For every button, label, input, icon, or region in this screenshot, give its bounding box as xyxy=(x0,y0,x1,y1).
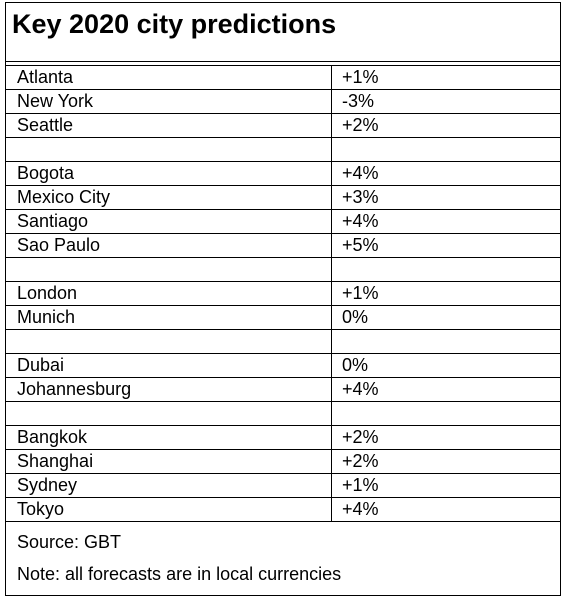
prediction-value-cell: +4% xyxy=(331,497,560,522)
table-row: Mexico City +3% xyxy=(6,185,560,210)
table-spacer-row xyxy=(6,401,560,426)
prediction-value-cell xyxy=(331,137,560,162)
predictions-card: Key 2020 city predictions Atlanta +1% New … xyxy=(5,2,561,596)
prediction-value-cell: +4% xyxy=(331,209,560,234)
table-row: Bangkok +2% xyxy=(6,425,560,450)
table-row: London +1% xyxy=(6,281,560,306)
city-name-cell: Mexico City xyxy=(6,185,332,210)
prediction-value-cell: 0% xyxy=(331,353,560,378)
note-text: Note: all forecasts are in local currenc… xyxy=(17,564,342,584)
table-spacer-row xyxy=(6,329,560,354)
table-spacer-row xyxy=(6,257,560,282)
city-name-cell: Johannesburg xyxy=(6,377,332,402)
city-name-cell xyxy=(6,401,332,426)
table-row: Sydney +1% xyxy=(6,473,560,498)
prediction-value-cell: +3% xyxy=(331,185,560,210)
prediction-value-cell: +4% xyxy=(331,161,560,186)
table-spacer-row xyxy=(6,137,560,162)
city-name-cell xyxy=(6,257,332,282)
city-name-cell: Shanghai xyxy=(6,449,332,474)
city-name-cell: Santiago xyxy=(6,209,332,234)
city-name-cell: Sydney xyxy=(6,473,332,498)
city-name-cell: Seattle xyxy=(6,113,332,138)
prediction-value-cell: +4% xyxy=(331,377,560,402)
table-row: Munich 0% xyxy=(6,305,560,330)
page-title: Key 2020 city predictions xyxy=(12,9,337,39)
city-name-cell: London xyxy=(6,281,332,306)
prediction-value-cell: +2% xyxy=(331,449,560,474)
prediction-value-cell: +1% xyxy=(331,473,560,498)
table-row: Bogota +4% xyxy=(6,161,560,186)
table-row: Sao Paulo +5% xyxy=(6,233,560,258)
table-row: Shanghai +2% xyxy=(6,449,560,474)
table-row: Santiago +4% xyxy=(6,209,560,234)
prediction-value-cell xyxy=(331,401,560,426)
prediction-value-cell: -3% xyxy=(331,89,560,114)
table-row: Tokyo +4% xyxy=(6,497,560,522)
city-name-cell: Tokyo xyxy=(6,497,332,522)
city-name-cell: Bogota xyxy=(6,161,332,186)
table-row: Atlanta +1% xyxy=(6,65,560,90)
city-name-cell: Sao Paulo xyxy=(6,233,332,258)
city-predictions-table: Atlanta +1% New York -3% Seattle +2% Bogota +4%… xyxy=(6,65,560,522)
prediction-value-cell: +1% xyxy=(331,65,560,90)
title-divider xyxy=(6,61,560,62)
city-name-cell xyxy=(6,137,332,162)
prediction-value-cell xyxy=(331,257,560,282)
prediction-value-cell xyxy=(331,329,560,354)
city-name-cell: New York xyxy=(6,89,332,114)
city-name-cell: Atlanta xyxy=(6,65,332,90)
source-text: Source: GBT xyxy=(17,532,122,552)
table-row: New York -3% xyxy=(6,89,560,114)
table-row: Dubai 0% xyxy=(6,353,560,378)
city-name-cell xyxy=(6,329,332,354)
prediction-value-cell: +5% xyxy=(331,233,560,258)
table-row: Seattle +2% xyxy=(6,113,560,138)
city-name-cell: Dubai xyxy=(6,353,332,378)
prediction-value-cell: +2% xyxy=(331,425,560,450)
table-body: Atlanta +1% New York -3% Seattle +2% Bogota +4%… xyxy=(6,65,560,522)
prediction-value-cell: +1% xyxy=(331,281,560,306)
city-name-cell: Munich xyxy=(6,305,332,330)
prediction-value-cell: 0% xyxy=(331,305,560,330)
city-name-cell: Bangkok xyxy=(6,425,332,450)
table-row: Johannesburg +4% xyxy=(6,377,560,402)
prediction-value-cell: +2% xyxy=(331,113,560,138)
